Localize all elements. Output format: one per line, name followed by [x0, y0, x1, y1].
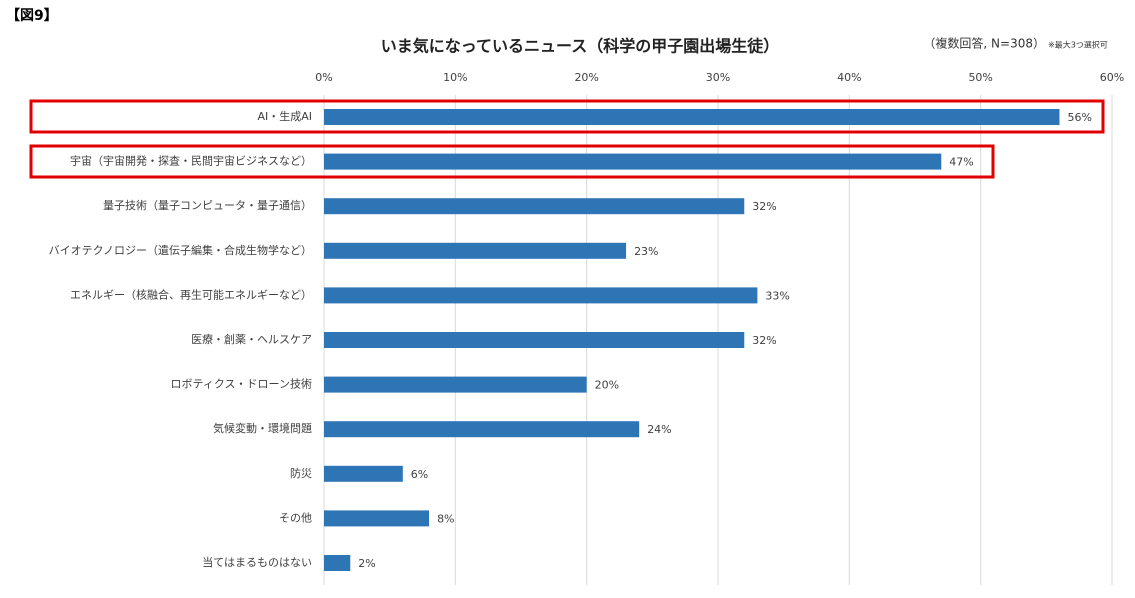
y-tick-label: 宇宙（宇宙開発・探査・民間宇宙ビジネスなど） — [70, 154, 312, 168]
bar — [324, 198, 745, 215]
note: （複数回答, N=308） — [923, 36, 1045, 51]
value-label: 2% — [358, 557, 375, 570]
value-label: 32% — [752, 200, 776, 213]
value-label: 24% — [647, 423, 671, 436]
x-tick-label: 60% — [1100, 71, 1124, 84]
y-tick-label: ロボティクス・ドローン技術 — [171, 378, 312, 391]
x-tick-label: 50% — [968, 71, 992, 84]
bar — [324, 376, 587, 393]
y-tick-label: その他 — [279, 511, 312, 524]
y-tick-label: 気候変動・環境問題 — [213, 421, 312, 435]
x-tick-label: 40% — [837, 71, 861, 84]
y-tick-label: 防災 — [290, 466, 312, 480]
value-label: 33% — [765, 289, 789, 302]
figure-label: 【図9】 — [6, 8, 58, 24]
value-label: 8% — [437, 512, 454, 525]
y-tick-label: バイオテクノロジー（遺伝子編集・合成生物学など） — [49, 243, 312, 257]
value-label: 6% — [411, 468, 428, 481]
highlight-box — [29, 144, 995, 179]
value-label: 32% — [752, 334, 776, 347]
bar — [324, 242, 627, 259]
value-label: 20% — [595, 379, 619, 392]
bar — [324, 555, 351, 571]
highlight-box — [29, 99, 1105, 134]
value-label: 56% — [1067, 111, 1091, 124]
chart-title: いま気になっているニュース（科学の甲子園出場生徒） — [381, 37, 779, 56]
bar — [324, 287, 758, 304]
y-tick-label: AI・生成AI — [257, 109, 312, 123]
x-tick-label: 10% — [443, 71, 467, 84]
y-tick-label: エネルギー（核融合、再生可能エネルギーなど） — [70, 287, 312, 301]
bar — [324, 465, 403, 482]
x-tick-label: 20% — [574, 71, 598, 84]
bar — [324, 153, 942, 170]
bar — [324, 510, 430, 527]
bar — [324, 421, 640, 438]
value-label: 23% — [634, 245, 658, 258]
bar — [324, 109, 1060, 125]
y-tick-label: 医療・創薬・ヘルスケア — [191, 332, 312, 346]
note-small: ※最大3つ選択可 — [1048, 40, 1108, 50]
bar — [324, 332, 745, 348]
x-tick-label: 0% — [315, 71, 332, 84]
y-tick-label: 量子技術（量子コンピュータ・量子通信） — [103, 199, 312, 212]
value-label: 47% — [949, 156, 973, 169]
x-tick-label: 30% — [706, 71, 730, 84]
y-tick-label: 当てはまるものはない — [202, 555, 312, 569]
